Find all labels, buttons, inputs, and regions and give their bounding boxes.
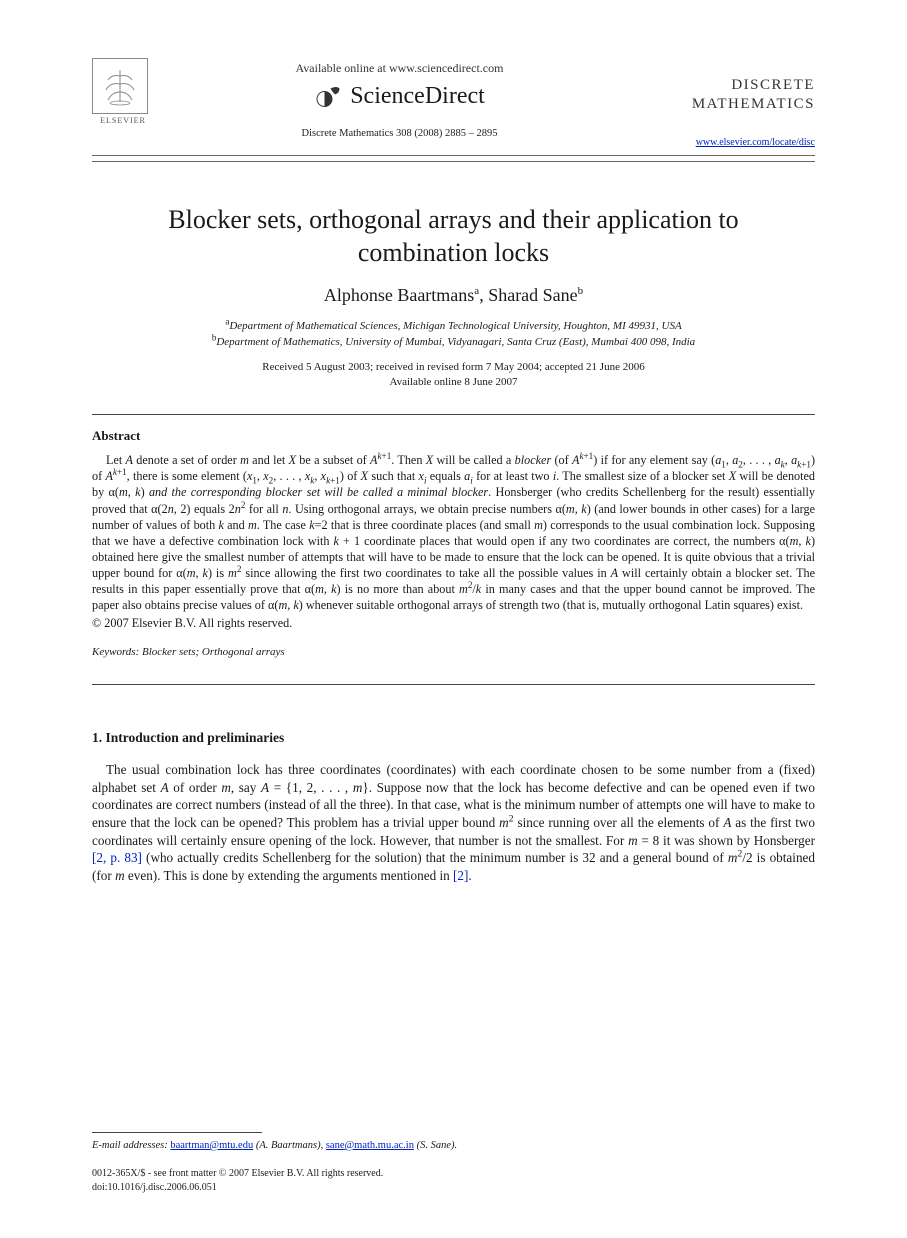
article-title: Blocker sets, orthogonal arrays and thei… — [112, 204, 795, 269]
available-online-text: Available online at www.sciencedirect.co… — [154, 60, 645, 76]
abstract-top-rule — [92, 414, 815, 415]
sciencedirect-logo: ScienceDirect — [314, 80, 485, 112]
doi-line: doi:10.1016/j.disc.2006.06.051 — [92, 1181, 815, 1195]
keywords-values: Blocker sets; Orthogonal arrays — [142, 646, 285, 658]
article-dates: Received 5 August 2003; received in revi… — [92, 360, 815, 390]
email-link-2[interactable]: sane@math.mu.ac.in — [326, 1140, 414, 1151]
abstract-bottom-rule — [92, 684, 815, 685]
sciencedirect-text: ScienceDirect — [350, 80, 485, 112]
email-1-author: (A. Baartmans), — [256, 1140, 323, 1151]
section-1-paragraph: The usual combination lock has three coo… — [92, 761, 815, 884]
page-header: ELSEVIER Available online at www.science… — [92, 58, 815, 149]
keywords-line: Keywords: Blocker sets; Orthogonal array… — [92, 645, 815, 660]
author-list: Alphonse Baartmansa, Sharad Saneb — [92, 283, 815, 307]
email-2-author: (S. Sane). — [417, 1140, 458, 1151]
journal-name: DISCRETE MATHEMATICS — [645, 76, 815, 114]
email-link-1[interactable]: baartman@mtu.edu — [170, 1140, 253, 1151]
corresponding-emails: E-mail addresses: baartman@mtu.edu (A. B… — [92, 1139, 815, 1153]
affiliation-a: aDepartment of Mathematical Sciences, Mi… — [92, 319, 815, 334]
journal-name-line2: MATHEMATICS — [692, 96, 815, 112]
keywords-label: Keywords: — [92, 646, 139, 658]
header-center: Available online at www.sciencedirect.co… — [154, 58, 645, 141]
affiliation-a-text: Department of Mathematical Sciences, Mic… — [229, 320, 681, 332]
journal-homepage-link[interactable]: www.elsevier.com/locate/disc — [645, 136, 815, 150]
footnote-rule — [92, 1132, 262, 1133]
dates-online: Available online 8 June 2007 — [92, 375, 815, 390]
page-footer: E-mail addresses: baartman@mtu.edu (A. B… — [92, 1132, 815, 1194]
sciencedirect-mark-icon — [314, 81, 344, 111]
affiliation-b-text: Department of Mathematics, University of… — [216, 336, 695, 348]
journal-block: DISCRETE MATHEMATICS www.elsevier.com/lo… — [645, 58, 815, 149]
header-rule-bottom — [92, 161, 815, 162]
citation-line: Discrete Mathematics 308 (2008) 2885 – 2… — [154, 127, 645, 141]
abstract-heading: Abstract — [92, 427, 815, 445]
section-1-heading: 1. Introduction and preliminaries — [92, 729, 815, 747]
issn-line: 0012-365X/$ - see front matter © 2007 El… — [92, 1167, 815, 1181]
elsevier-tree-icon — [92, 58, 148, 114]
publisher-logo: ELSEVIER — [92, 58, 154, 127]
copyright-line: © 2007 Elsevier B.V. All rights reserved… — [92, 615, 815, 631]
journal-name-line1: DISCRETE — [731, 77, 815, 93]
abstract-body: Let A denote a set of order m and let X … — [92, 452, 815, 631]
affiliation-b: bDepartment of Mathematics, University o… — [92, 335, 815, 350]
dates-received: Received 5 August 2003; received in revi… — [92, 360, 815, 375]
email-label: E-mail addresses: — [92, 1140, 168, 1151]
publisher-name: ELSEVIER — [92, 116, 154, 127]
abstract-paragraph: Let A denote a set of order m and let X … — [92, 452, 815, 613]
